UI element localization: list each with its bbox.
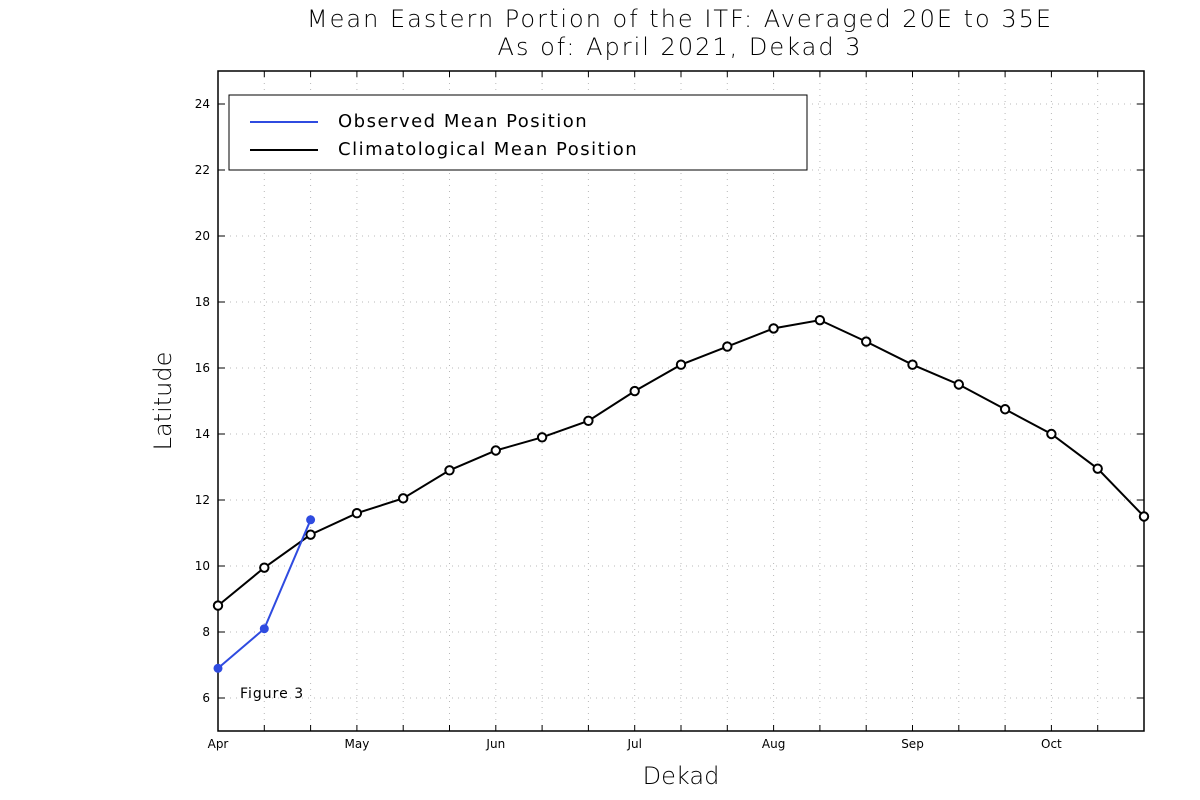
axis-ticks: 6 8 10 12 14 16 18 20 22 24 Apr May Jun Jul Aug Sep Oct bbox=[195, 71, 1145, 751]
chart-title: Mean Eastern Portion of the ITF: Average… bbox=[306, 5, 1054, 33]
grid-lines bbox=[218, 71, 1144, 731]
legend: Observed Mean Position Climatological Me… bbox=[228, 94, 808, 171]
data-point-climatology bbox=[907, 359, 918, 370]
y-tick-label: 24 bbox=[195, 97, 210, 111]
data-point-climatology bbox=[722, 341, 733, 352]
data-point-climatology bbox=[953, 379, 964, 390]
data-point-climatology bbox=[212, 600, 224, 611]
data-point-climatology bbox=[305, 529, 316, 540]
legend-box bbox=[228, 94, 808, 171]
series-layer bbox=[212, 314, 1150, 673]
x-tick-label-aug: Aug bbox=[762, 737, 785, 751]
data-point-climatology bbox=[490, 445, 501, 456]
x-tick-label-jul: Jul bbox=[626, 737, 641, 751]
y-tick-label: 8 bbox=[202, 625, 210, 639]
data-point-observed bbox=[213, 663, 223, 673]
data-point-climatology bbox=[444, 465, 455, 476]
data-point-climatology bbox=[536, 432, 548, 443]
x-axis-title: Dekad bbox=[643, 762, 720, 790]
legend-label-climatology: Climatological Mean Position bbox=[338, 139, 638, 160]
x-tick-label-may: May bbox=[344, 737, 369, 751]
data-point-observed bbox=[259, 624, 269, 634]
data-point-climatology bbox=[1046, 428, 1057, 440]
data-point-climatology bbox=[768, 323, 779, 334]
data-point-climatology bbox=[398, 493, 409, 504]
y-tick-label: 6 bbox=[202, 691, 210, 705]
y-tick-label: 14 bbox=[195, 427, 210, 441]
y-tick-label: 16 bbox=[195, 361, 210, 375]
legend-label-observed: Observed Mean Position bbox=[338, 111, 588, 132]
y-tick-label: 20 bbox=[195, 229, 210, 243]
data-point-climatology bbox=[1138, 511, 1150, 522]
data-point-climatology bbox=[629, 385, 640, 397]
data-point-climatology bbox=[675, 359, 687, 370]
data-point-climatology bbox=[999, 404, 1011, 415]
figure-annotation: Figure 3 bbox=[240, 686, 304, 702]
x-tick-label-apr: Apr bbox=[208, 737, 229, 751]
x-tick-label-sep: Sep bbox=[901, 737, 924, 751]
y-tick-label: 12 bbox=[195, 493, 210, 507]
data-point-climatology bbox=[259, 562, 270, 573]
x-tick-label-oct: Oct bbox=[1041, 737, 1062, 751]
x-tick-label-jun: Jun bbox=[485, 737, 505, 751]
data-point-climatology bbox=[583, 415, 594, 426]
chart-subtitle: As of: April 2021, Dekad 3 bbox=[497, 33, 863, 61]
data-point-climatology bbox=[861, 336, 872, 347]
y-tick-label: 18 bbox=[195, 295, 210, 309]
data-point-climatology bbox=[814, 314, 826, 326]
data-point-climatology bbox=[1092, 463, 1103, 474]
y-tick-label: 22 bbox=[195, 163, 210, 177]
y-axis-title: Latitude bbox=[149, 352, 177, 451]
y-tick-label: 10 bbox=[195, 559, 210, 573]
data-point-observed bbox=[306, 515, 316, 525]
data-point-climatology bbox=[351, 508, 363, 519]
